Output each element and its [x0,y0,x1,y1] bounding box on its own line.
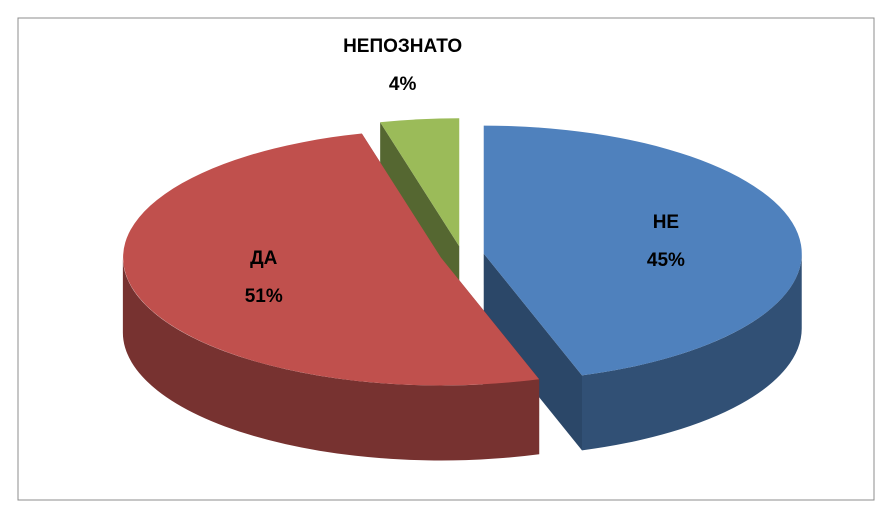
slice-category-label: НЕПОЗНАТО [343,36,462,57]
slice-category-label: ДА [250,248,278,269]
slice-wall [582,253,802,451]
slice-cut-face [483,253,582,451]
slice-wall [122,257,540,461]
slice-category-label: НЕ [653,212,679,233]
pie-slice [123,133,540,386]
slice-value-label: 51% [245,286,283,307]
pie-tops [123,118,802,386]
slice-value-label: 4% [389,74,417,95]
pie-slice [380,118,460,247]
pie-slice [483,125,802,376]
pie-labels: НЕ 45% ДА 51% НЕПОЗНАТО 4% [245,36,685,307]
slice-value-label: 45% [647,250,685,271]
